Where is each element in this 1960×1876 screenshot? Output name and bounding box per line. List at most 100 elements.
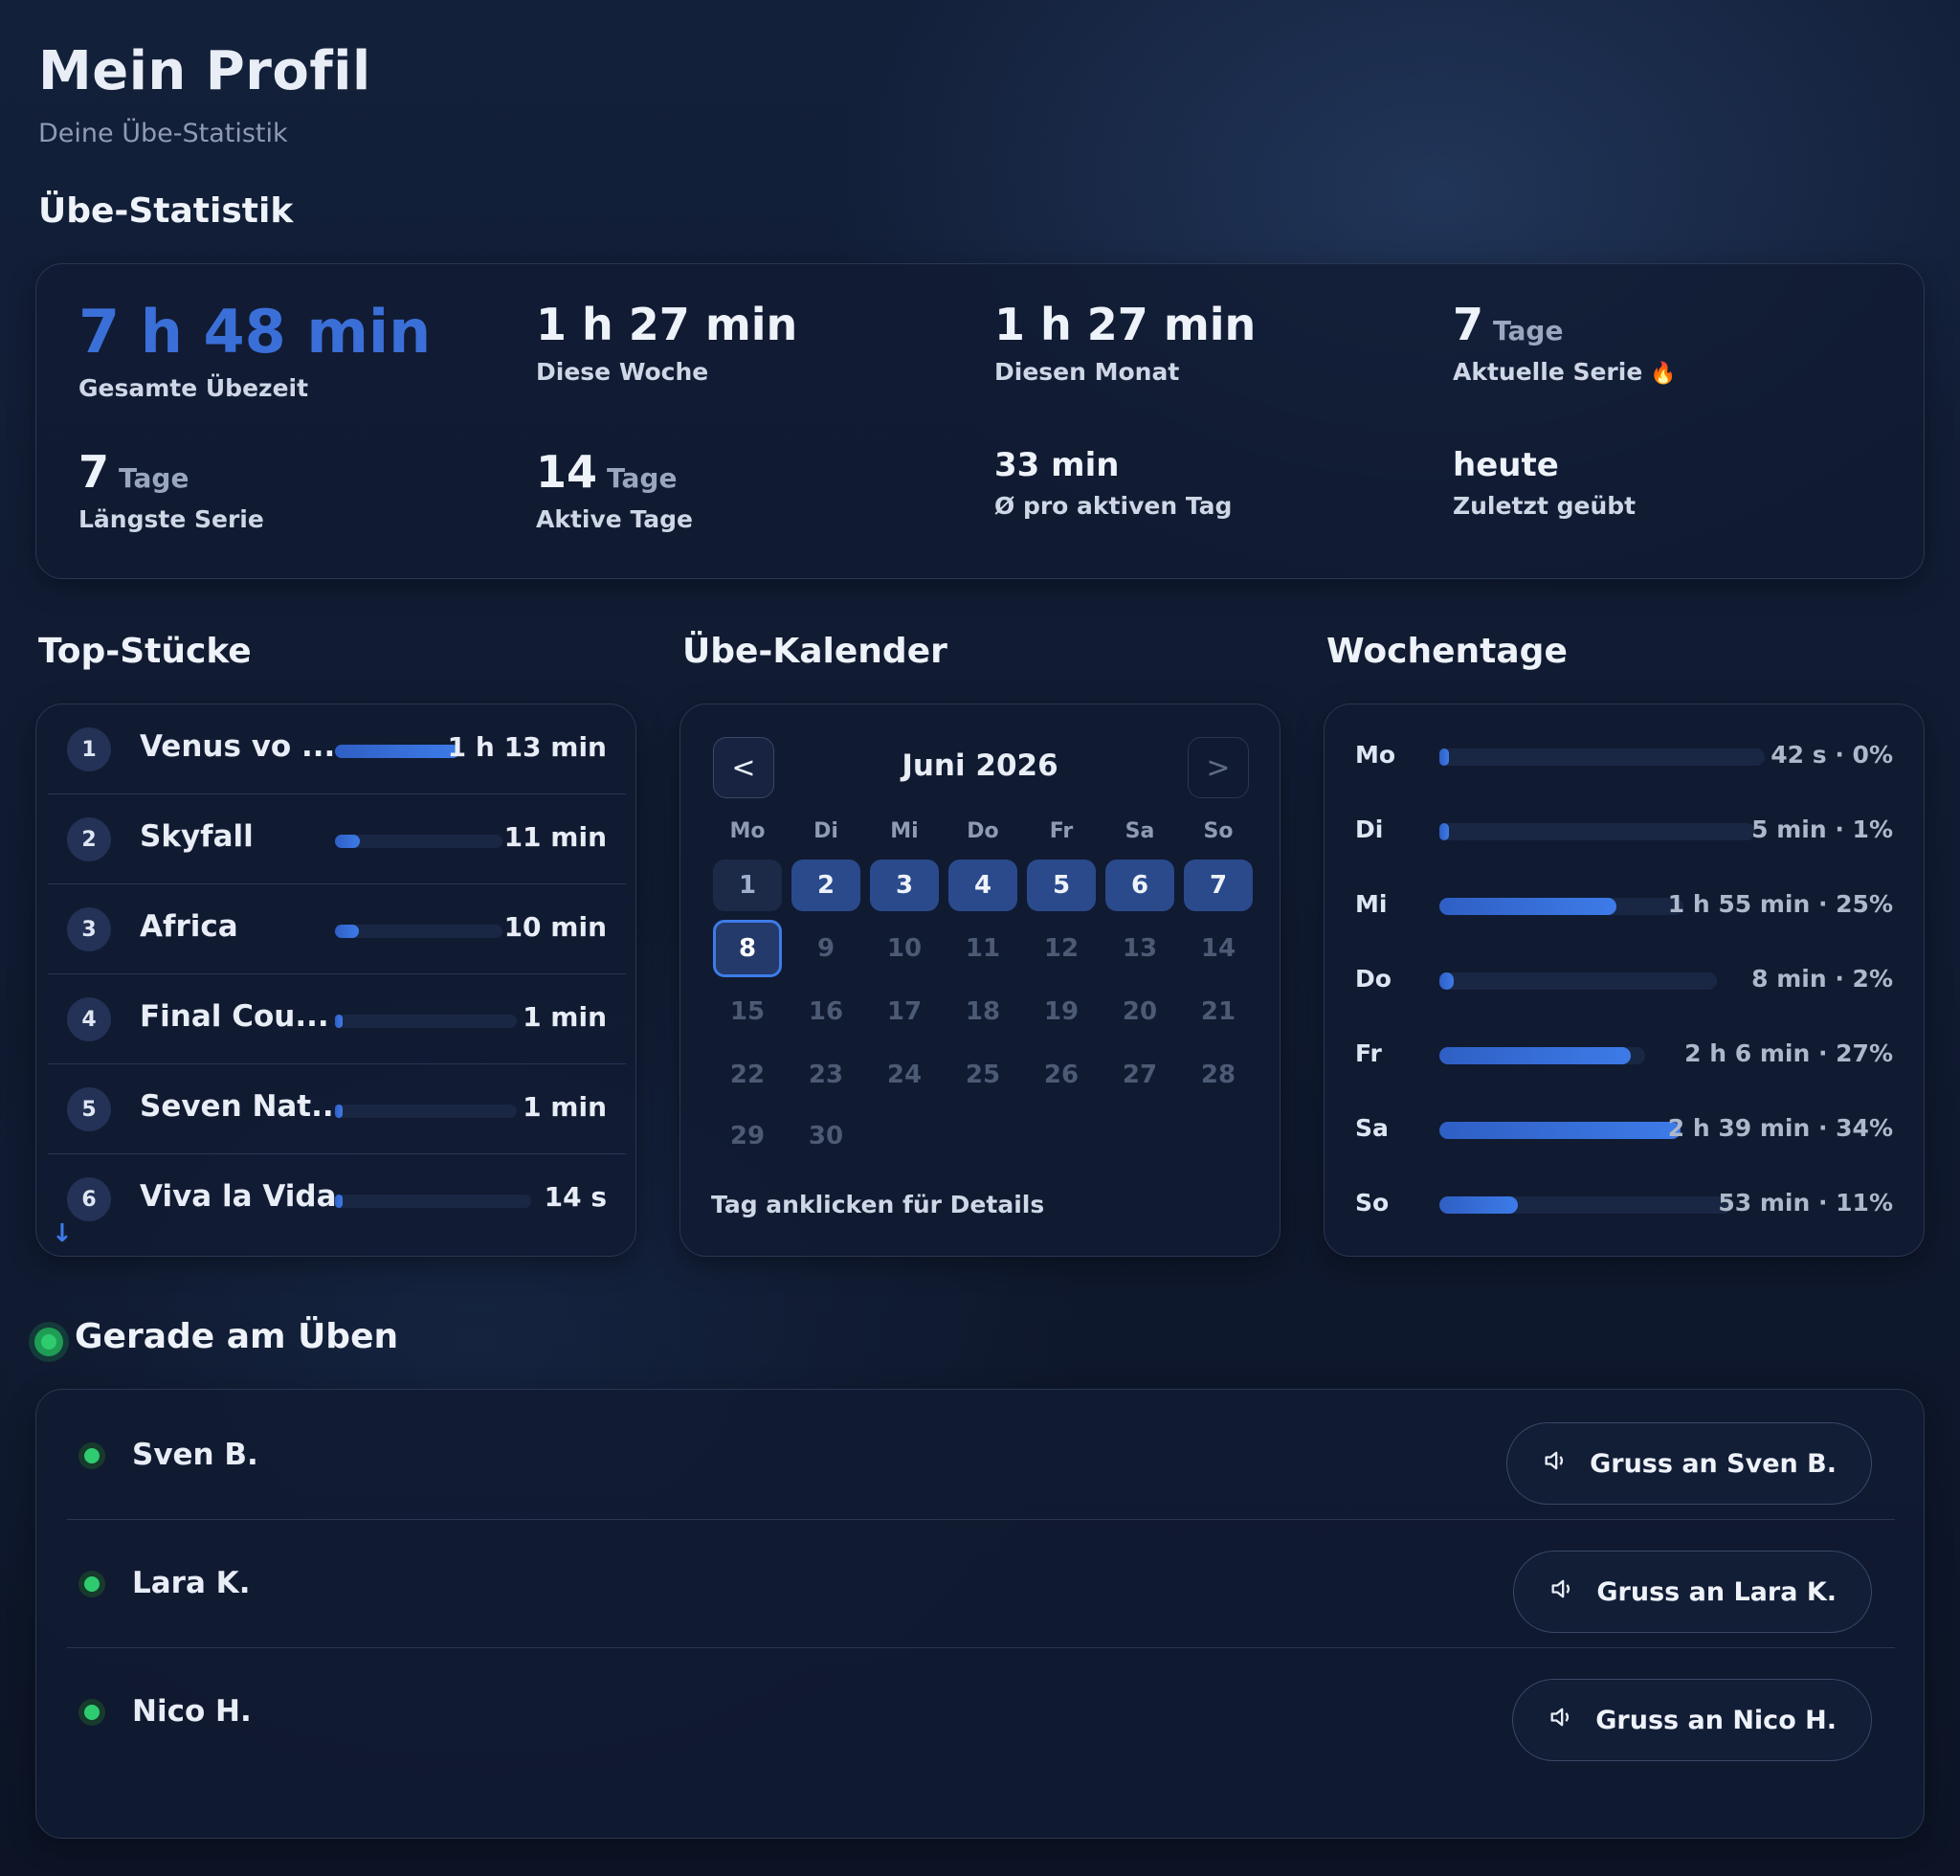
weekdays-heading: Wochentage: [1326, 632, 1568, 671]
calendar-day[interactable]: 11: [965, 934, 1001, 963]
greeting-button-label: Gruss an Nico H.: [1595, 1705, 1837, 1735]
practicing-user-row: Lara K. Gruss an Lara K.: [67, 1520, 1895, 1648]
calendar-weekday: So: [1203, 819, 1234, 843]
speaker-icon: [1548, 1575, 1575, 1609]
piece-row[interactable]: 1 Venus vo ... 1 h 13 min: [48, 704, 626, 794]
piece-name: Seven Nat...: [140, 1089, 345, 1124]
send-greeting-button[interactable]: Gruss an Lara K.: [1513, 1551, 1872, 1633]
calendar-weekday: Mi: [890, 819, 919, 843]
stat-label: Ø pro aktiven Tag: [994, 492, 1233, 520]
stat-label: Diesen Monat: [994, 358, 1180, 386]
piece-rank: 2: [67, 817, 111, 861]
calendar-month: Juni 2026: [902, 748, 1058, 783]
calendar-day[interactable]: 30: [808, 1122, 844, 1150]
calendar-day[interactable]: 6: [1105, 860, 1174, 911]
stat-label: Zuletzt geübt: [1453, 492, 1637, 520]
calendar-hint: Tag anklicken für Details: [711, 1191, 1045, 1218]
stat-total-time: 7 h 48 min Gesamte Übezeit: [78, 297, 431, 402]
weekday-label: Mi: [1355, 890, 1388, 918]
calendar-day[interactable]: 8: [713, 920, 782, 977]
piece-rank: 6: [67, 1177, 111, 1221]
stat-value-row: 7 Tage: [78, 446, 264, 498]
weekday-value: 1 h 55 min · 25%: [1667, 890, 1893, 918]
calendar-weekday: Mo: [729, 819, 766, 843]
calendar-day[interactable]: 3: [870, 860, 939, 911]
weekday-row: Sa 2 h 39 min · 34%: [1325, 1101, 1924, 1158]
calendar-day[interactable]: 28: [1200, 1061, 1236, 1089]
weekday-value: 2 h 6 min · 27%: [1684, 1039, 1893, 1067]
calendar-day[interactable]: 22: [729, 1061, 766, 1089]
stat-label: Diese Woche: [536, 358, 709, 386]
calendar-day[interactable]: 14: [1200, 934, 1236, 963]
calendar-day[interactable]: 5: [1027, 860, 1096, 911]
top-pieces-card: 6 Viva la Vida 14 s 5 Seven Nat... 1 min 4 Fina…: [35, 704, 636, 1257]
weekday-bar-fill: [1439, 972, 1454, 990]
live-heading: Gerade am Üben: [75, 1317, 399, 1356]
piece-row[interactable]: 6 Viva la Vida 14 s: [48, 1154, 626, 1244]
piece-progress-track: [335, 835, 502, 848]
calendar-day[interactable]: 19: [1043, 997, 1080, 1026]
calendar-day[interactable]: 29: [729, 1122, 766, 1150]
calendar-day[interactable]: 27: [1122, 1061, 1158, 1089]
calendar-day[interactable]: 26: [1043, 1061, 1080, 1089]
calendar-day[interactable]: 21: [1200, 997, 1236, 1026]
calendar-day[interactable]: 10: [886, 934, 923, 963]
calendar-day[interactable]: 12: [1043, 934, 1080, 963]
stat-value: 7: [78, 446, 110, 498]
calendar-day[interactable]: 15: [729, 997, 766, 1026]
weekday-row: Fr 2 h 6 min · 27%: [1325, 1026, 1924, 1083]
weekday-label: Di: [1355, 815, 1384, 843]
calendar-day[interactable]: 24: [886, 1061, 923, 1089]
weekday-bar-fill: [1439, 823, 1449, 840]
calendar-day[interactable]: 23: [808, 1061, 844, 1089]
next-month-button[interactable]: >: [1188, 737, 1249, 798]
greeting-button-label: Gruss an Lara K.: [1596, 1576, 1837, 1607]
piece-rank: 5: [67, 1087, 111, 1131]
weekday-bar-fill: [1439, 1196, 1518, 1214]
calendar-day[interactable]: 9: [816, 934, 835, 963]
calendar-card: < Juni 2026 > Tag anklicken für Details …: [679, 704, 1281, 1257]
practicing-user-name: Sven B.: [132, 1438, 258, 1472]
stat-average-per-day: 33 min Ø pro aktiven Tag: [994, 446, 1232, 520]
scroll-down-icon[interactable]: ↓: [52, 1219, 73, 1248]
weekday-bar-track: [1439, 1196, 1731, 1214]
calendar-day[interactable]: 13: [1122, 934, 1158, 963]
piece-time: 1 h 13 min: [447, 731, 607, 763]
calendar-day[interactable]: 16: [808, 997, 844, 1026]
weekday-bar-track: [1439, 1122, 1681, 1139]
piece-row[interactable]: 2 Skyfall 11 min: [48, 794, 626, 884]
stat-value: 7: [1453, 299, 1484, 350]
piece-row[interactable]: 3 Africa 10 min: [48, 884, 626, 974]
stat-label-row: Aktuelle Serie 🔥: [1453, 358, 1677, 386]
stats-heading: Übe-Statistik: [38, 191, 294, 231]
live-card: Sven B. Gruss an Sven B. Lara K. Gruss an L…: [35, 1389, 1925, 1839]
calendar-day[interactable]: 17: [886, 997, 923, 1026]
stat-label: Gesamte Übezeit: [78, 374, 309, 402]
piece-progress-track: [335, 745, 459, 758]
piece-row[interactable]: 5 Seven Nat... 1 min: [48, 1064, 626, 1154]
calendar-day[interactable]: 18: [965, 997, 1001, 1026]
calendar-day[interactable]: 2: [791, 860, 860, 911]
calendar-day[interactable]: 20: [1122, 997, 1158, 1026]
page-title: Mein Profil: [38, 40, 371, 102]
calendar-day[interactable]: 4: [948, 860, 1017, 911]
piece-progress-fill: [335, 745, 459, 758]
calendar-day[interactable]: 7: [1184, 860, 1253, 911]
send-greeting-button[interactable]: Gruss an Sven B.: [1506, 1422, 1872, 1505]
prev-month-button[interactable]: <: [713, 737, 774, 798]
calendar-day[interactable]: 1: [713, 860, 782, 911]
piece-time: 10 min: [503, 911, 607, 943]
stat-unit: Tage: [1493, 315, 1564, 346]
weekday-value: 8 min · 2%: [1751, 965, 1893, 993]
calendar-day[interactable]: 25: [965, 1061, 1001, 1089]
stat-this-week: 1 h 27 min Diese Woche: [536, 299, 797, 386]
stat-unit: Tage: [119, 462, 189, 494]
piece-rank: 3: [67, 907, 111, 951]
piece-progress-track: [335, 1195, 531, 1208]
piece-row[interactable]: 4 Final Cou... 1 min: [48, 974, 626, 1064]
stat-label: Aktive Tage: [536, 505, 694, 533]
send-greeting-button[interactable]: Gruss an Nico H.: [1512, 1679, 1872, 1761]
calendar-weekday: Di: [813, 819, 838, 843]
speaker-icon: [1542, 1447, 1569, 1481]
stat-value: 1 h 27 min: [994, 299, 1257, 350]
